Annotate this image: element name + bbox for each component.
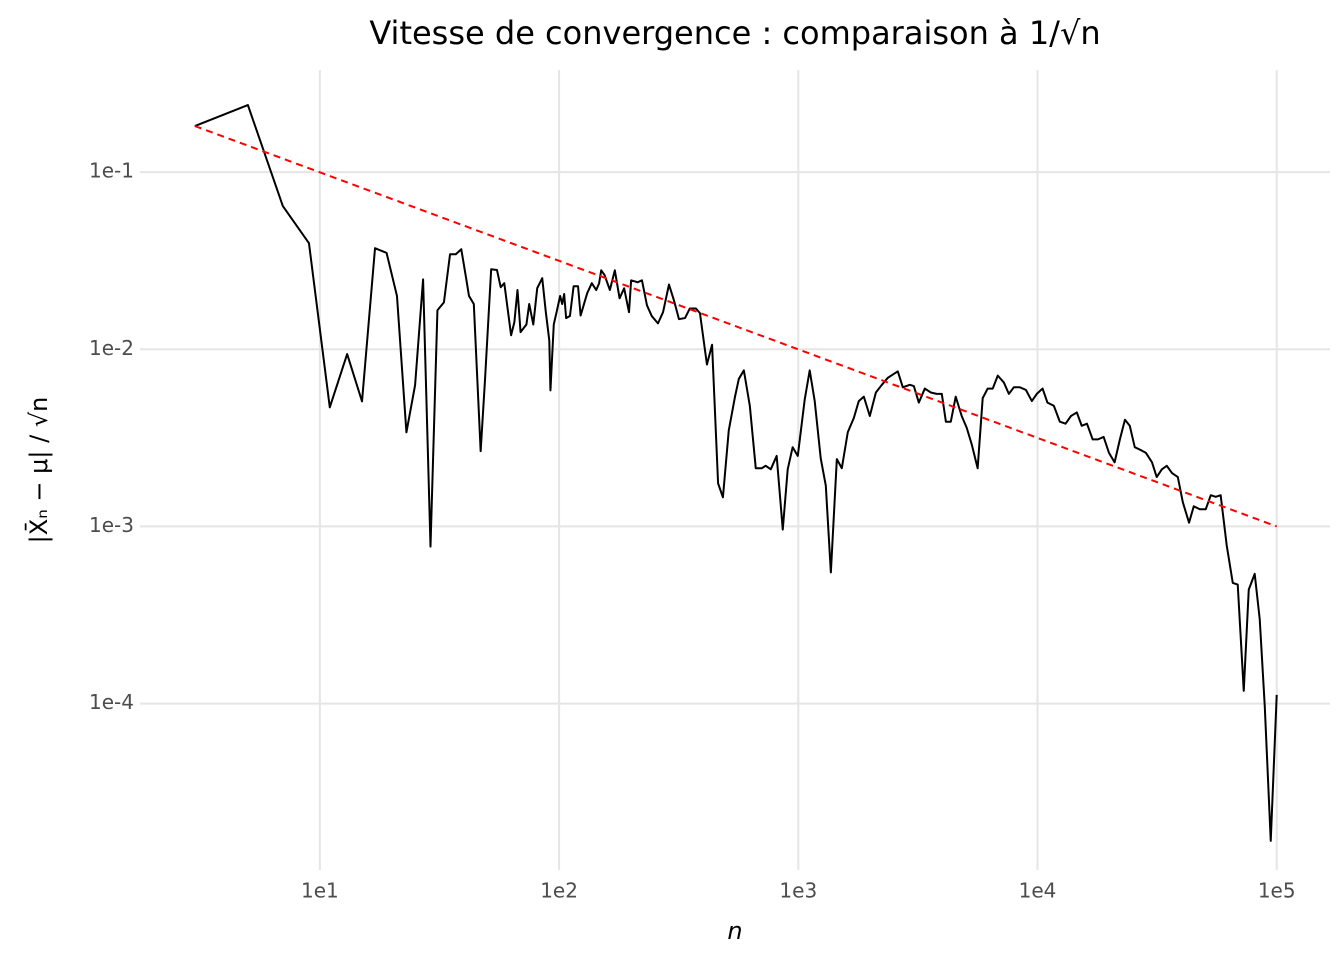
x-axis-label: n [727,917,742,945]
y-tick-label: 1e-3 [89,513,134,537]
y-tick-label: 1e-2 [89,336,134,360]
y-tick-label: 1e-1 [89,159,134,183]
chart-title: Vitesse de convergence : comparaison à 1… [369,14,1100,52]
data-line [194,125,1278,528]
grid [140,70,1330,870]
x-tick-label: 1e5 [1258,879,1296,903]
data-line [194,104,1278,842]
y-tick-label: 1e-4 [89,690,134,714]
x-tick-label: 1e4 [1019,879,1057,903]
y-axis-label: |X̄ₙ − μ| / √n [24,397,53,544]
x-tick-label: 1e1 [301,879,339,903]
x-tick-label: 1e3 [779,879,817,903]
x-tick-label: 1e2 [540,879,578,903]
